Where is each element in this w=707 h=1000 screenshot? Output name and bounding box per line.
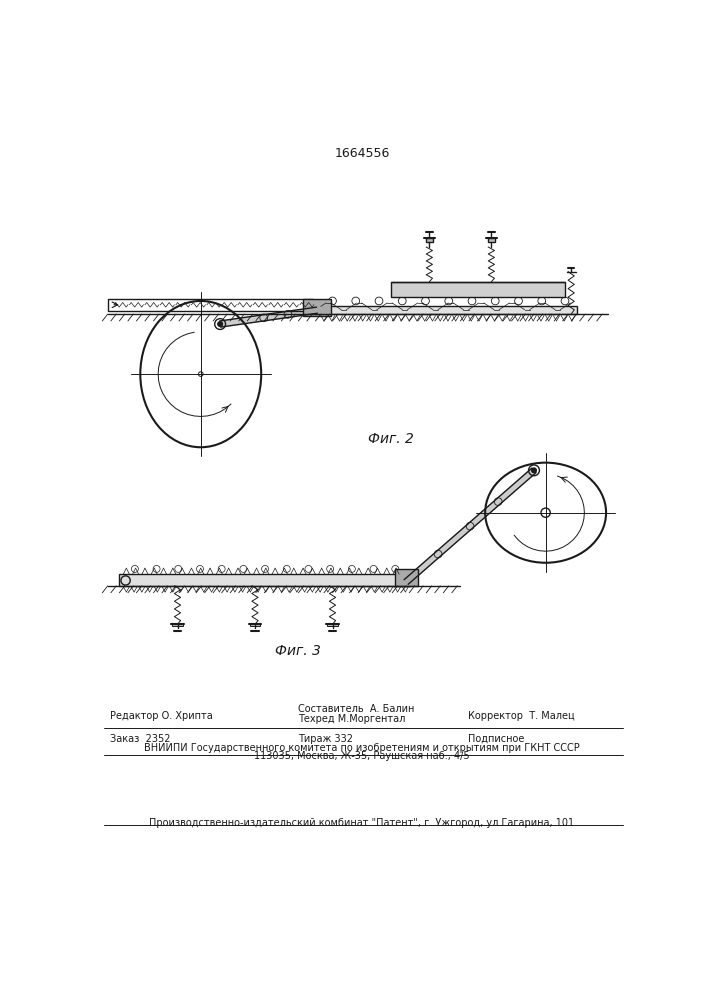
Polygon shape [404,468,536,584]
Bar [488,238,495,242]
Text: Фиг. 3: Фиг. 3 [275,644,320,658]
Text: Техред М.Моргентал: Техред М.Моргентал [298,714,405,724]
Text: Тираж 332: Тираж 332 [298,734,353,744]
Bar [327,623,338,626]
Text: Заказ  2352: Заказ 2352 [110,734,170,744]
Bar [119,574,410,586]
Text: Подписное: Подписное [468,734,525,744]
Text: Составитель  А. Балин: Составитель А. Балин [298,704,414,714]
Text: Фиг. 2: Фиг. 2 [368,432,414,446]
Bar [107,299,313,311]
Bar [303,299,331,316]
Bar [391,282,565,297]
Circle shape [199,372,203,376]
Bar [395,569,418,586]
Polygon shape [220,307,317,327]
Text: ВНИИПИ Государственного комитета по изобретениям и открытиям при ГКНТ СССР: ВНИИПИ Государственного комитета по изоб… [144,743,580,753]
Text: 1664556: 1664556 [334,147,390,160]
Text: Корректор  Т. Малец: Корректор Т. Малец [468,711,575,721]
Text: Редактор О. Хрипта: Редактор О. Хрипта [110,711,213,721]
Text: Производственно-издательский комбинат "Патент", г. Ужгород, ул.Гагарина, 101: Производственно-издательский комбинат "П… [149,818,575,828]
Bar [250,623,260,626]
Circle shape [532,468,537,473]
Bar [317,306,577,314]
Bar [172,623,183,626]
Circle shape [218,322,223,326]
Bar [426,238,433,242]
Text: 113035, Москва, Ж-35, Раушская наб., 4/5: 113035, Москва, Ж-35, Раушская наб., 4/5 [254,751,469,761]
